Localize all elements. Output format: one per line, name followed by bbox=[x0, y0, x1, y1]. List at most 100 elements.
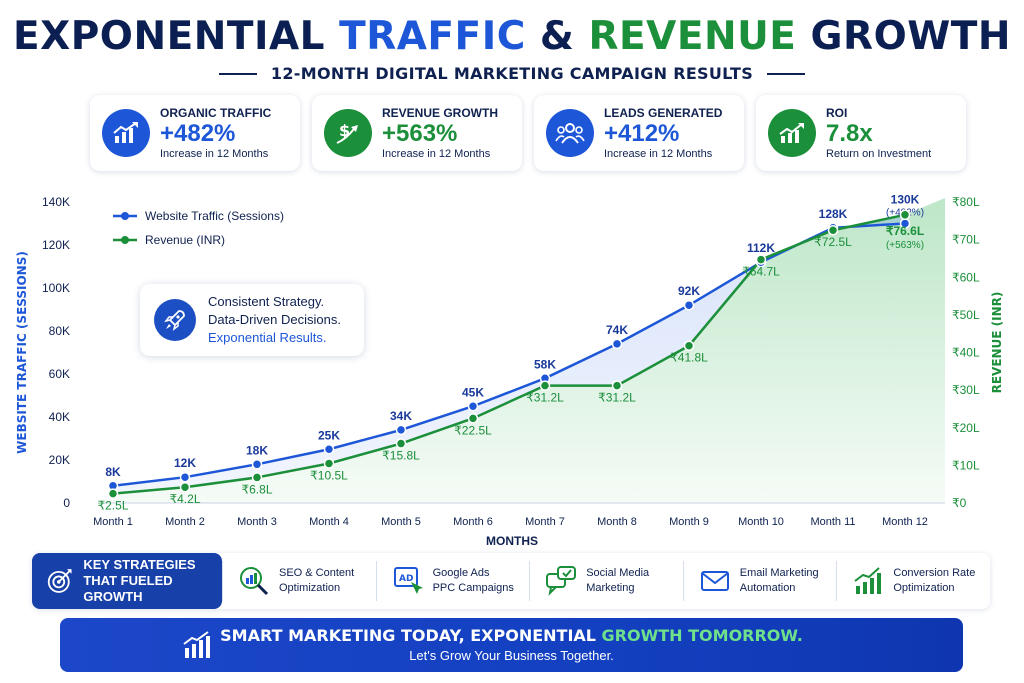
traffic-point bbox=[323, 444, 335, 455]
y-left-axis-title: WEBSITE TRAFFIC (SESSIONS) bbox=[15, 251, 29, 454]
revenue-data-label: ₹31.2L bbox=[526, 391, 564, 405]
traffic-data-label: 74K bbox=[606, 323, 628, 337]
revenue-data-label: ₹64.7L bbox=[742, 265, 780, 279]
traffic-data-label: 12K bbox=[174, 456, 196, 470]
kpi-subtext: Increase in 12 Months bbox=[382, 148, 491, 160]
chat-bubbles-icon bbox=[546, 566, 577, 596]
bar-chart-icon bbox=[854, 567, 882, 594]
y-left-tick-label: 20K bbox=[49, 453, 70, 467]
strategies-heading-line: KEY STRATEGIES bbox=[83, 557, 196, 572]
y-right-tick-label: ₹40L bbox=[952, 346, 980, 360]
kpi-label: LEADS GENERATED bbox=[604, 106, 723, 120]
callout-box: Consistent Strategy. Data-Driven Decisio… bbox=[140, 284, 364, 356]
x-tick-label: Month 2 bbox=[165, 516, 205, 528]
strategies-heading-line: THAT FUELED GROWTH bbox=[83, 573, 173, 604]
title-word: EXPONENTIAL bbox=[13, 14, 326, 59]
y-right-tick-label: ₹20L bbox=[952, 421, 980, 435]
legend-marker-revenue bbox=[121, 236, 129, 244]
kpi-label: REVENUE GROWTH bbox=[382, 106, 499, 120]
kpi-value: +412% bbox=[604, 120, 680, 147]
y-right-tick-label: ₹50L bbox=[952, 308, 980, 322]
banner-headline-part: SMART MARKETING TODAY, EXPONENTIAL bbox=[220, 626, 596, 645]
kpi-label: ORGANIC TRAFFIC bbox=[160, 106, 272, 120]
y-left-tick-label: 140K bbox=[42, 195, 70, 209]
traffic-point bbox=[683, 299, 695, 311]
revenue-data-label: ₹6.8L bbox=[242, 482, 273, 496]
strategy-label: Marketing bbox=[586, 582, 635, 594]
kpi-cards: ORGANIC TRAFFIC +482% Increase in 12 Mon… bbox=[90, 95, 966, 171]
strategy-conversion-rate: Conversion Rate Optimization bbox=[836, 561, 990, 601]
callout-line: Consistent Strategy. bbox=[208, 294, 325, 309]
kpi-value: +563% bbox=[382, 120, 458, 147]
x-tick-label: Month 12 bbox=[882, 516, 928, 528]
page-subtitle: 12-MONTH DIGITAL MARKETING CAMPAIGN RESU… bbox=[270, 64, 754, 83]
traffic-point bbox=[467, 401, 479, 412]
revenue-point bbox=[179, 481, 191, 493]
revenue-point bbox=[755, 254, 767, 265]
traffic-data-label: 130K bbox=[891, 193, 920, 207]
people-group-icon bbox=[546, 109, 594, 157]
x-tick-label: Month 3 bbox=[237, 516, 277, 528]
title-word: & bbox=[539, 14, 575, 59]
revenue-point bbox=[827, 224, 839, 236]
y-right-axis-title: REVENUE (INR) bbox=[990, 292, 1004, 394]
kpi-subtext: Increase in 12 Months bbox=[604, 148, 713, 160]
revenue-point bbox=[467, 413, 479, 424]
traffic-data-label: 18K bbox=[246, 443, 268, 457]
strategy-label: Social Media bbox=[586, 567, 650, 579]
y-right-tick-label: ₹70L bbox=[952, 233, 980, 247]
svg-text:AD: AD bbox=[399, 574, 413, 584]
x-tick-label: Month 8 bbox=[597, 516, 637, 528]
legend-label-revenue: Revenue (INR) bbox=[145, 233, 225, 247]
divider bbox=[767, 72, 806, 75]
kpi-value: 7.8x bbox=[826, 120, 873, 147]
y-left-tick-label: 40K bbox=[49, 410, 70, 424]
y-right-tick-label: ₹80L bbox=[952, 195, 980, 209]
x-tick-label: Month 7 bbox=[525, 516, 565, 528]
title-word-revenue: REVENUE bbox=[588, 14, 797, 59]
strategy-social-media: Social Media Marketing bbox=[529, 561, 683, 601]
strategy-label: PPC Campaigns bbox=[432, 582, 514, 594]
target-icon bbox=[47, 569, 72, 593]
x-tick-label: Month 9 bbox=[669, 516, 709, 528]
revenue-point bbox=[539, 380, 551, 391]
strategy-google-ads: AD Google Ads PPC Campaigns bbox=[375, 561, 530, 601]
revenue-point bbox=[323, 458, 335, 469]
dollar-growth-icon: $ bbox=[324, 109, 372, 157]
traffic-line bbox=[112, 222, 906, 488]
strategies-heading: KEY STRATEGIES THAT FUELED GROWTH bbox=[32, 553, 222, 609]
divider bbox=[218, 72, 257, 75]
revenue-data-label: ₹31.2L bbox=[598, 391, 636, 405]
kpi-subtext: Return on Investment bbox=[826, 148, 932, 160]
x-tick-label: Month 6 bbox=[453, 516, 493, 528]
revenue-data-label: ₹15.8L bbox=[382, 449, 420, 463]
revenue-point bbox=[251, 472, 263, 483]
revenue-point bbox=[395, 438, 407, 449]
revenue-data-label: ₹72.5L bbox=[814, 235, 852, 249]
traffic-data-label: 25K bbox=[318, 428, 340, 442]
traffic-data-label: 128K bbox=[819, 207, 848, 221]
kpi-card-organic-traffic: ORGANIC TRAFFIC +482% Increase in 12 Mon… bbox=[90, 95, 300, 171]
revenue-growth-note: (+563%) bbox=[886, 240, 924, 251]
y-right-tick-label: ₹0 bbox=[952, 496, 967, 510]
x-axis-title: MONTHS bbox=[486, 534, 538, 548]
page-title: EXPONENTIAL TRAFFIC & REVENUE GROWTH bbox=[0, 14, 1024, 59]
strategy-label: Google Ads bbox=[432, 567, 490, 579]
x-tick-label: Month 5 bbox=[381, 516, 421, 528]
revenue-point bbox=[683, 340, 695, 351]
revenue-data-label: ₹2.5L bbox=[98, 499, 129, 513]
y-left-tick-label: 120K bbox=[42, 238, 70, 252]
banner-headline-highlight: GROWTH TOMORROW. bbox=[601, 626, 803, 645]
strategy-label: Optimization bbox=[279, 582, 341, 594]
title-word-traffic: TRAFFIC bbox=[339, 14, 526, 59]
revenue-data-label: ₹4.2L bbox=[170, 492, 201, 506]
traffic-data-label: 58K bbox=[534, 357, 556, 371]
strategy-label: Optimization bbox=[893, 582, 955, 594]
x-tick-label: Month 10 bbox=[738, 516, 784, 528]
cta-banner: SMART MARKETING TODAY, EXPONENTIAL GROWT… bbox=[60, 618, 963, 672]
strategy-seo: SEO & Content Optimization bbox=[222, 561, 376, 601]
banner-headline: SMART MARKETING TODAY, EXPONENTIAL GROWT… bbox=[60, 626, 963, 645]
revenue-line bbox=[112, 213, 906, 495]
y-left-tick-label: 0 bbox=[63, 496, 70, 510]
bar-chart-up-icon bbox=[102, 109, 150, 157]
